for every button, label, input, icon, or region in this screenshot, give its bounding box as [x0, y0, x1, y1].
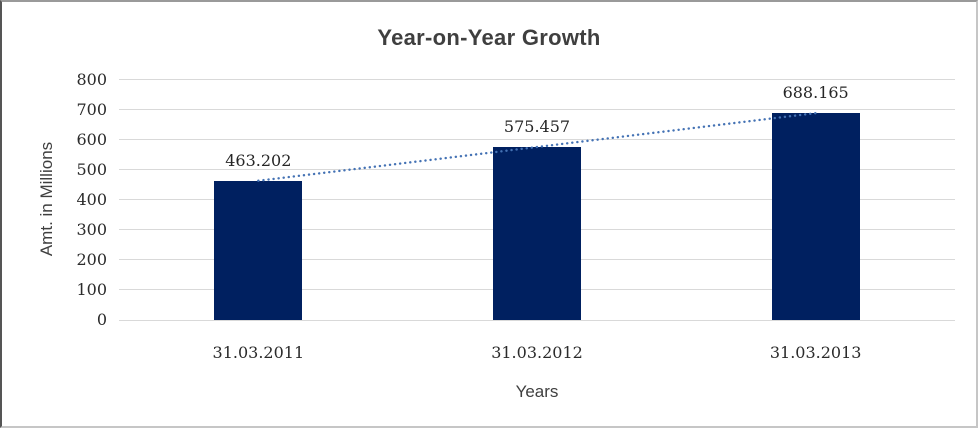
y-tick-label: 500 — [76, 159, 107, 179]
y-tick-label: 600 — [76, 129, 107, 149]
bar-value-label: 575.457 — [503, 117, 571, 136]
x-tick-label: 31.03.2012 — [491, 343, 583, 362]
bar-value-label: 688.165 — [782, 83, 849, 103]
y-tick-label: 300 — [76, 219, 107, 239]
x-tick-label: 31.03.2013 — [769, 343, 862, 362]
gridline — [119, 109, 955, 111]
bar — [493, 147, 581, 320]
bar — [214, 180, 303, 320]
y-tick-label: 700 — [76, 99, 107, 119]
y-tick-label: 800 — [76, 69, 107, 89]
bar — [771, 113, 860, 320]
x-axis-title: Years — [515, 382, 559, 401]
y-tick-label: 200 — [76, 249, 107, 269]
chart-title: Year-on-Year Growth — [377, 25, 601, 50]
gridline — [119, 79, 955, 80]
y-tick-label: 400 — [76, 189, 107, 209]
y-tick-label: 0 — [96, 310, 107, 329]
y-tick-label: 100 — [76, 279, 107, 299]
gridline — [119, 319, 955, 321]
bar-value-label: 463.202 — [225, 150, 292, 170]
x-tick-label: 31.03.2011 — [212, 343, 305, 362]
